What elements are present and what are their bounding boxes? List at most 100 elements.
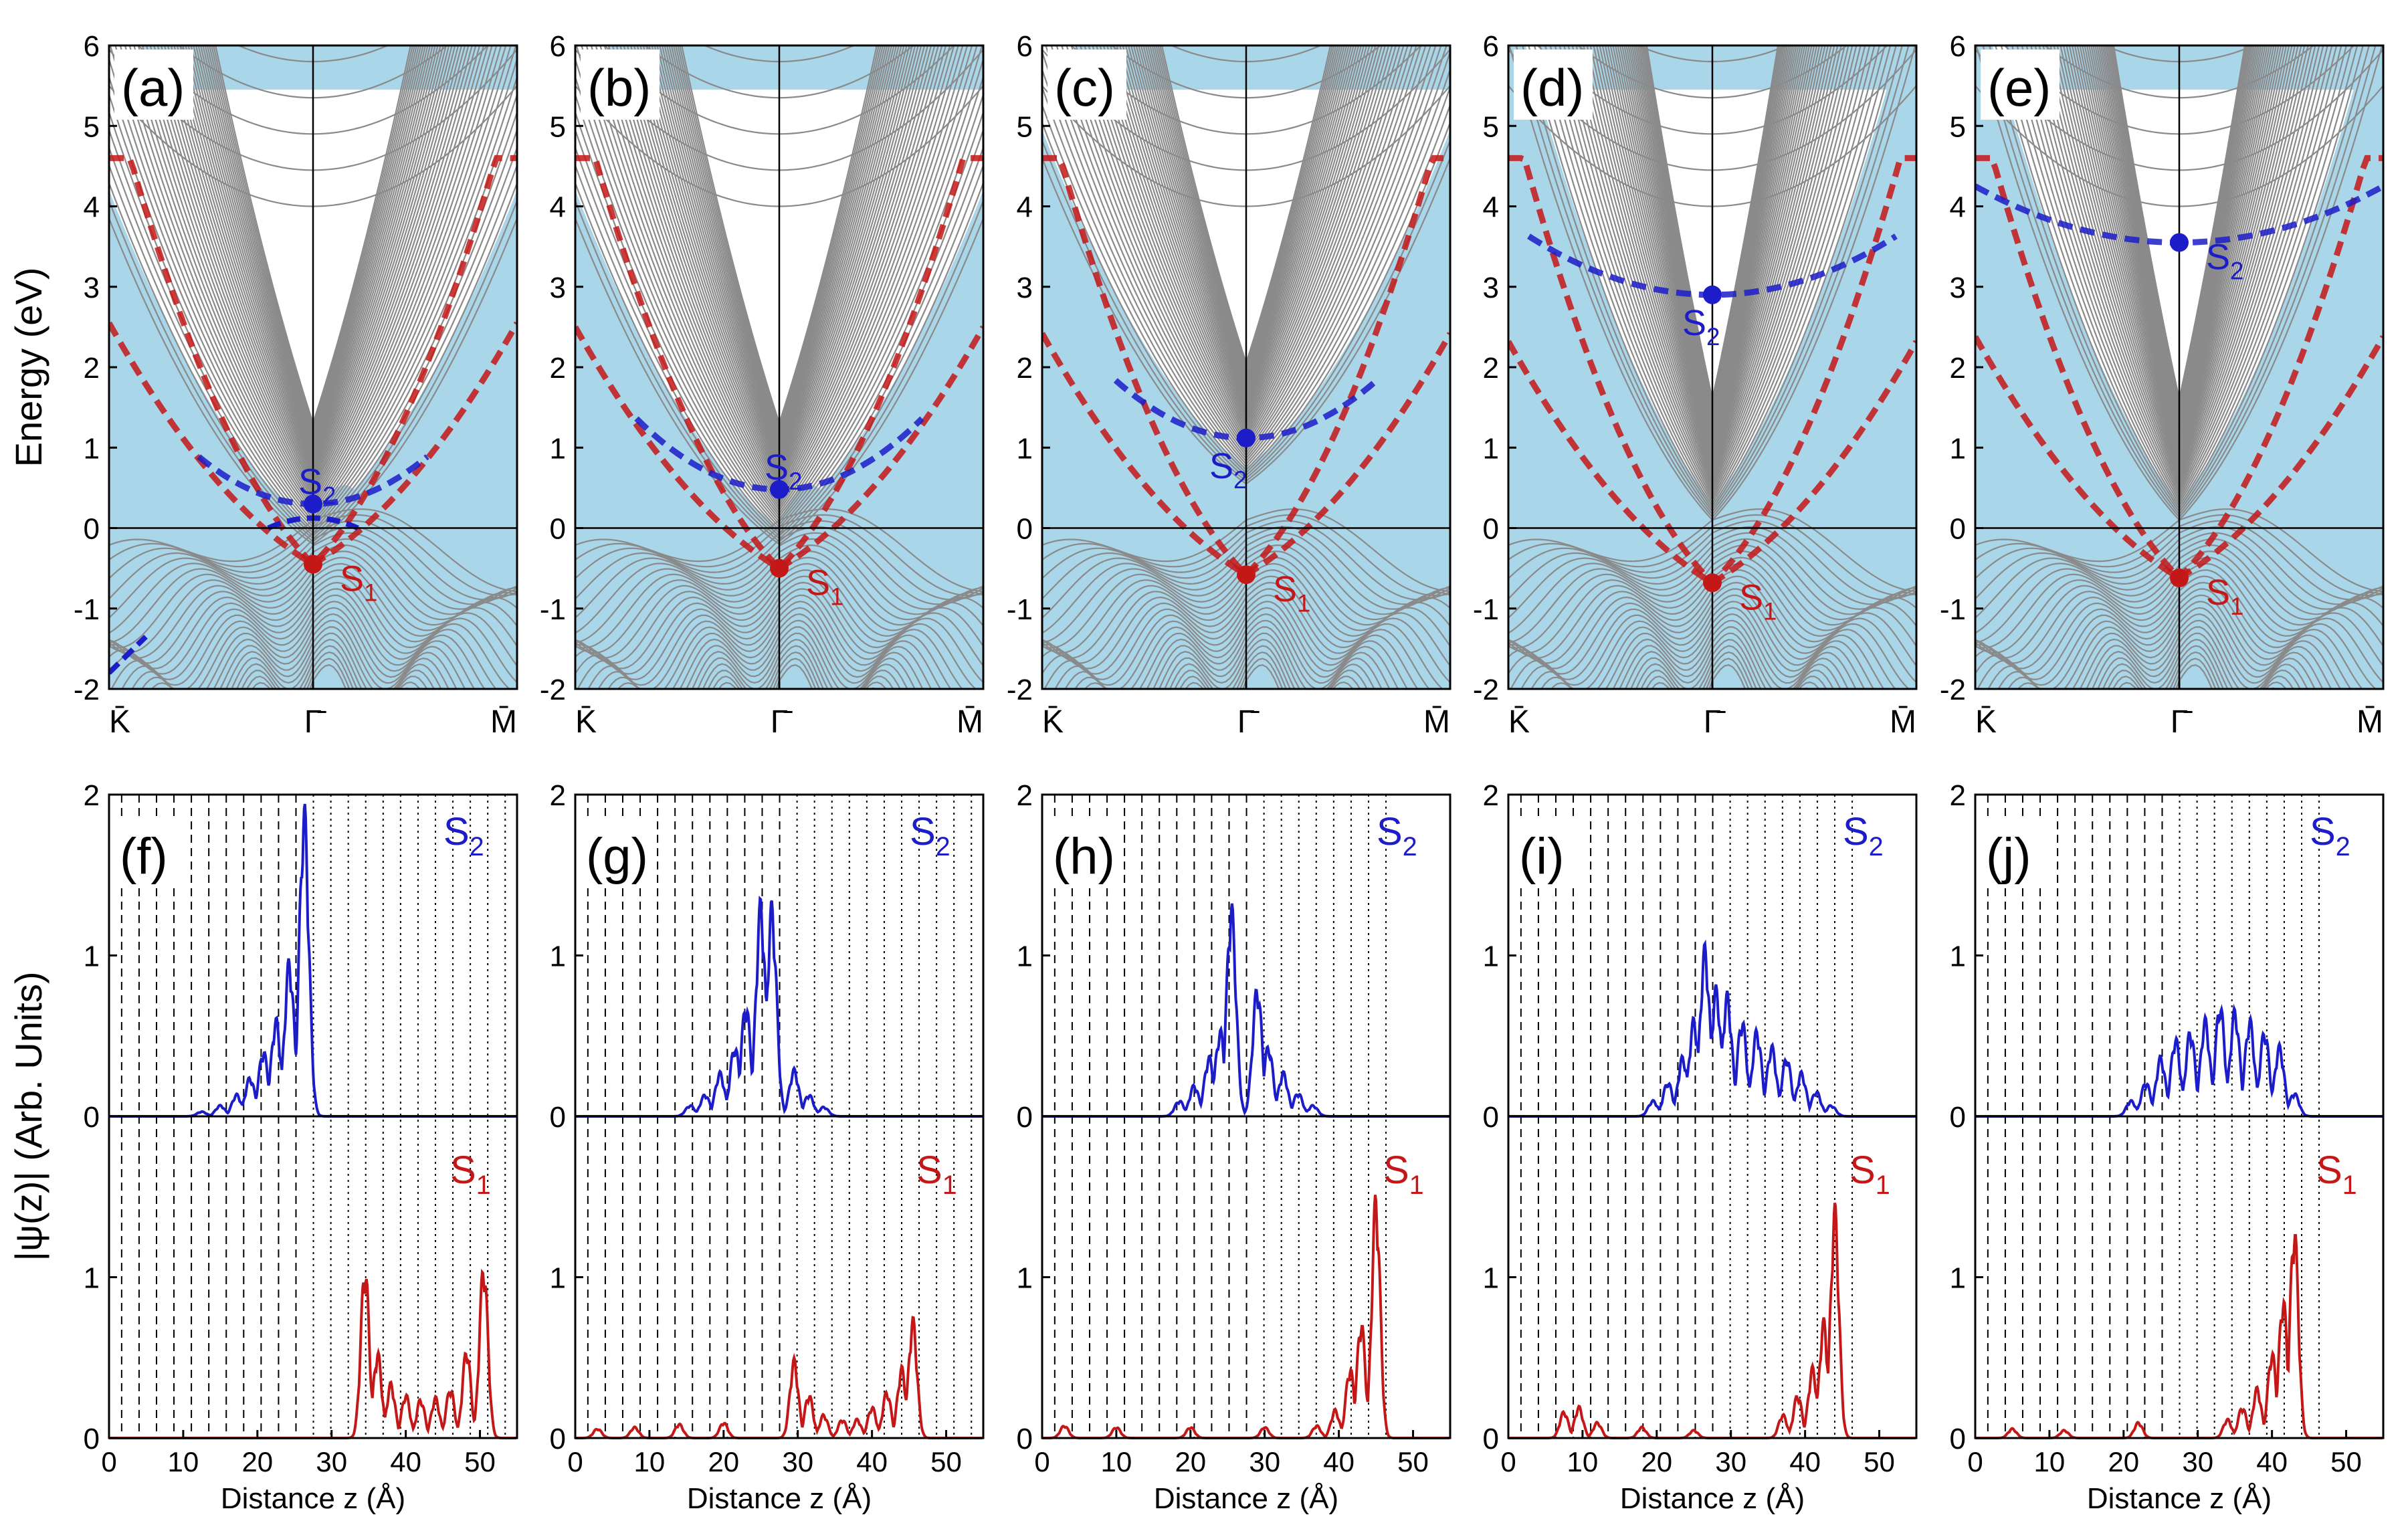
s2-label: S2 [1682, 303, 1720, 350]
xtick-label: K̄ [575, 704, 597, 740]
xtick-label: 20 [241, 1446, 273, 1478]
ytick-label: 1 [1017, 432, 1033, 465]
wf-xlabel: Distance z (Å) [687, 1482, 872, 1515]
ytick-label: 4 [550, 191, 566, 224]
ytick-label: 2 [550, 779, 566, 812]
s2-label: S2 [443, 810, 484, 861]
xtick-label: K̄ [1042, 704, 1064, 740]
panel-label: (g) [586, 828, 648, 885]
ytick-label: 5 [1950, 110, 1966, 143]
ytick-label: 6 [84, 30, 100, 63]
ytick-label: 2 [84, 779, 100, 812]
xtick-label: 50 [464, 1446, 496, 1478]
ytick-label: 2 [1950, 352, 1966, 385]
xtick-label: 0 [1967, 1446, 1983, 1478]
ytick-label: 2 [1950, 779, 1966, 812]
s2-label: S2 [765, 447, 802, 495]
band-s1-line [1042, 155, 1450, 579]
xtick-label: 40 [390, 1446, 421, 1478]
wf-xlabel: Distance z (Å) [2087, 1482, 2272, 1515]
ytick-label: 4 [1483, 191, 1499, 224]
s1-label: S1 [1383, 1148, 1424, 1200]
s1-label: S1 [2316, 1148, 2357, 1200]
xtick-label: K̄ [1508, 704, 1530, 740]
band-ylabel: Energy (eV) [7, 268, 49, 468]
ytick-label: 5 [84, 110, 100, 143]
xtick-label: 40 [856, 1446, 888, 1478]
xtick-label: 10 [2034, 1446, 2066, 1478]
ytick-label: 1 [1950, 940, 1966, 973]
s2-wavefunction [1042, 903, 1449, 1118]
ytick-label: 0 [84, 1101, 100, 1134]
xtick-label: Γ̄ [2171, 704, 2193, 740]
s2-label: S2 [298, 462, 336, 509]
ytick-label: 1 [1017, 1262, 1033, 1295]
ytick-label: -1 [74, 593, 100, 626]
ytick-label: 1 [1950, 432, 1966, 465]
wf-xlabel: Distance z (Å) [1620, 1482, 1805, 1515]
s2-label: S2 [910, 810, 950, 861]
s2-label: S2 [1377, 810, 1417, 861]
s1-point [1703, 573, 1722, 593]
band-panel-e: (e) S1 S2 K̄ Γ̄ M̄ -2 -1 0 1 2 3 4 5 6 [1940, 30, 2385, 740]
ytick-label: 1 [550, 432, 566, 465]
ytick-label: -1 [540, 593, 566, 626]
xtick-label: M̄ [1423, 704, 1450, 740]
s2-wavefunction [575, 896, 983, 1118]
panel-label: (a) [121, 58, 185, 117]
panel-label: (j) [1986, 828, 2031, 885]
s1-label: S1 [1849, 1148, 1890, 1200]
s1-wavefunction [109, 1268, 516, 1439]
xtick-label: 20 [1641, 1446, 1672, 1478]
band-panel-b: (b) S1 S2 K̄ Γ̄ M̄ -2 -1 0 1 2 3 4 5 6 [540, 30, 985, 740]
s1-label: S1 [1273, 569, 1310, 617]
ytick-label: 0 [550, 513, 566, 546]
ytick-label: 3 [1950, 272, 1966, 304]
ytick-label: 1 [84, 940, 100, 973]
xtick-label: Γ̄ [771, 704, 793, 740]
ytick-label: -1 [1473, 593, 1499, 626]
xtick-label: M̄ [490, 704, 517, 740]
xtick-label: 20 [708, 1446, 739, 1478]
ytick-label: 2 [84, 352, 100, 385]
xtick-label: M̄ [2356, 704, 2383, 740]
panel-label: (b) [587, 58, 651, 117]
ytick-label: -2 [1940, 674, 1966, 706]
ytick-label: 0 [550, 1423, 566, 1455]
s2-point [770, 480, 789, 499]
ytick-label: 1 [1017, 940, 1033, 973]
xtick-label: 0 [567, 1446, 583, 1478]
ytick-label: 1 [550, 1262, 566, 1295]
ytick-label: 1 [550, 940, 566, 973]
s1-label: S1 [2206, 573, 2243, 620]
ytick-label: 1 [84, 432, 100, 465]
s2-point [1703, 285, 1722, 304]
s2-point [2170, 233, 2189, 252]
xtick-label: 30 [2182, 1446, 2213, 1478]
xtick-label: 10 [1101, 1446, 1132, 1478]
s1-label: S1 [916, 1148, 957, 1200]
s1-point [770, 558, 789, 578]
ytick-label: 0 [1017, 513, 1033, 546]
ytick-label: 6 [1017, 30, 1033, 63]
ytick-label: -2 [540, 674, 566, 706]
s2-label: S2 [1209, 446, 1247, 494]
s2-point [304, 494, 322, 514]
s2-point [1237, 428, 1256, 447]
ytick-label: 3 [1017, 272, 1033, 304]
ytick-label: 0 [1483, 1101, 1499, 1134]
xtick-label: 50 [1864, 1446, 1895, 1478]
s1-label: S1 [1739, 577, 1777, 625]
ytick-label: -1 [1007, 593, 1033, 626]
ytick-label: 3 [84, 272, 100, 304]
panel-label: (c) [1054, 58, 1115, 117]
ytick-label: 1 [1483, 940, 1499, 973]
xtick-label: 20 [1175, 1446, 1206, 1478]
ytick-label: 0 [1483, 513, 1499, 546]
xtick-label: K̄ [1975, 704, 1997, 740]
xtick-label: 0 [101, 1446, 116, 1478]
xtick-label: 50 [930, 1446, 962, 1478]
ytick-label: 1 [1483, 432, 1499, 465]
wf-ylabel: |ψ(z)| (Arb. Units) [7, 971, 49, 1261]
